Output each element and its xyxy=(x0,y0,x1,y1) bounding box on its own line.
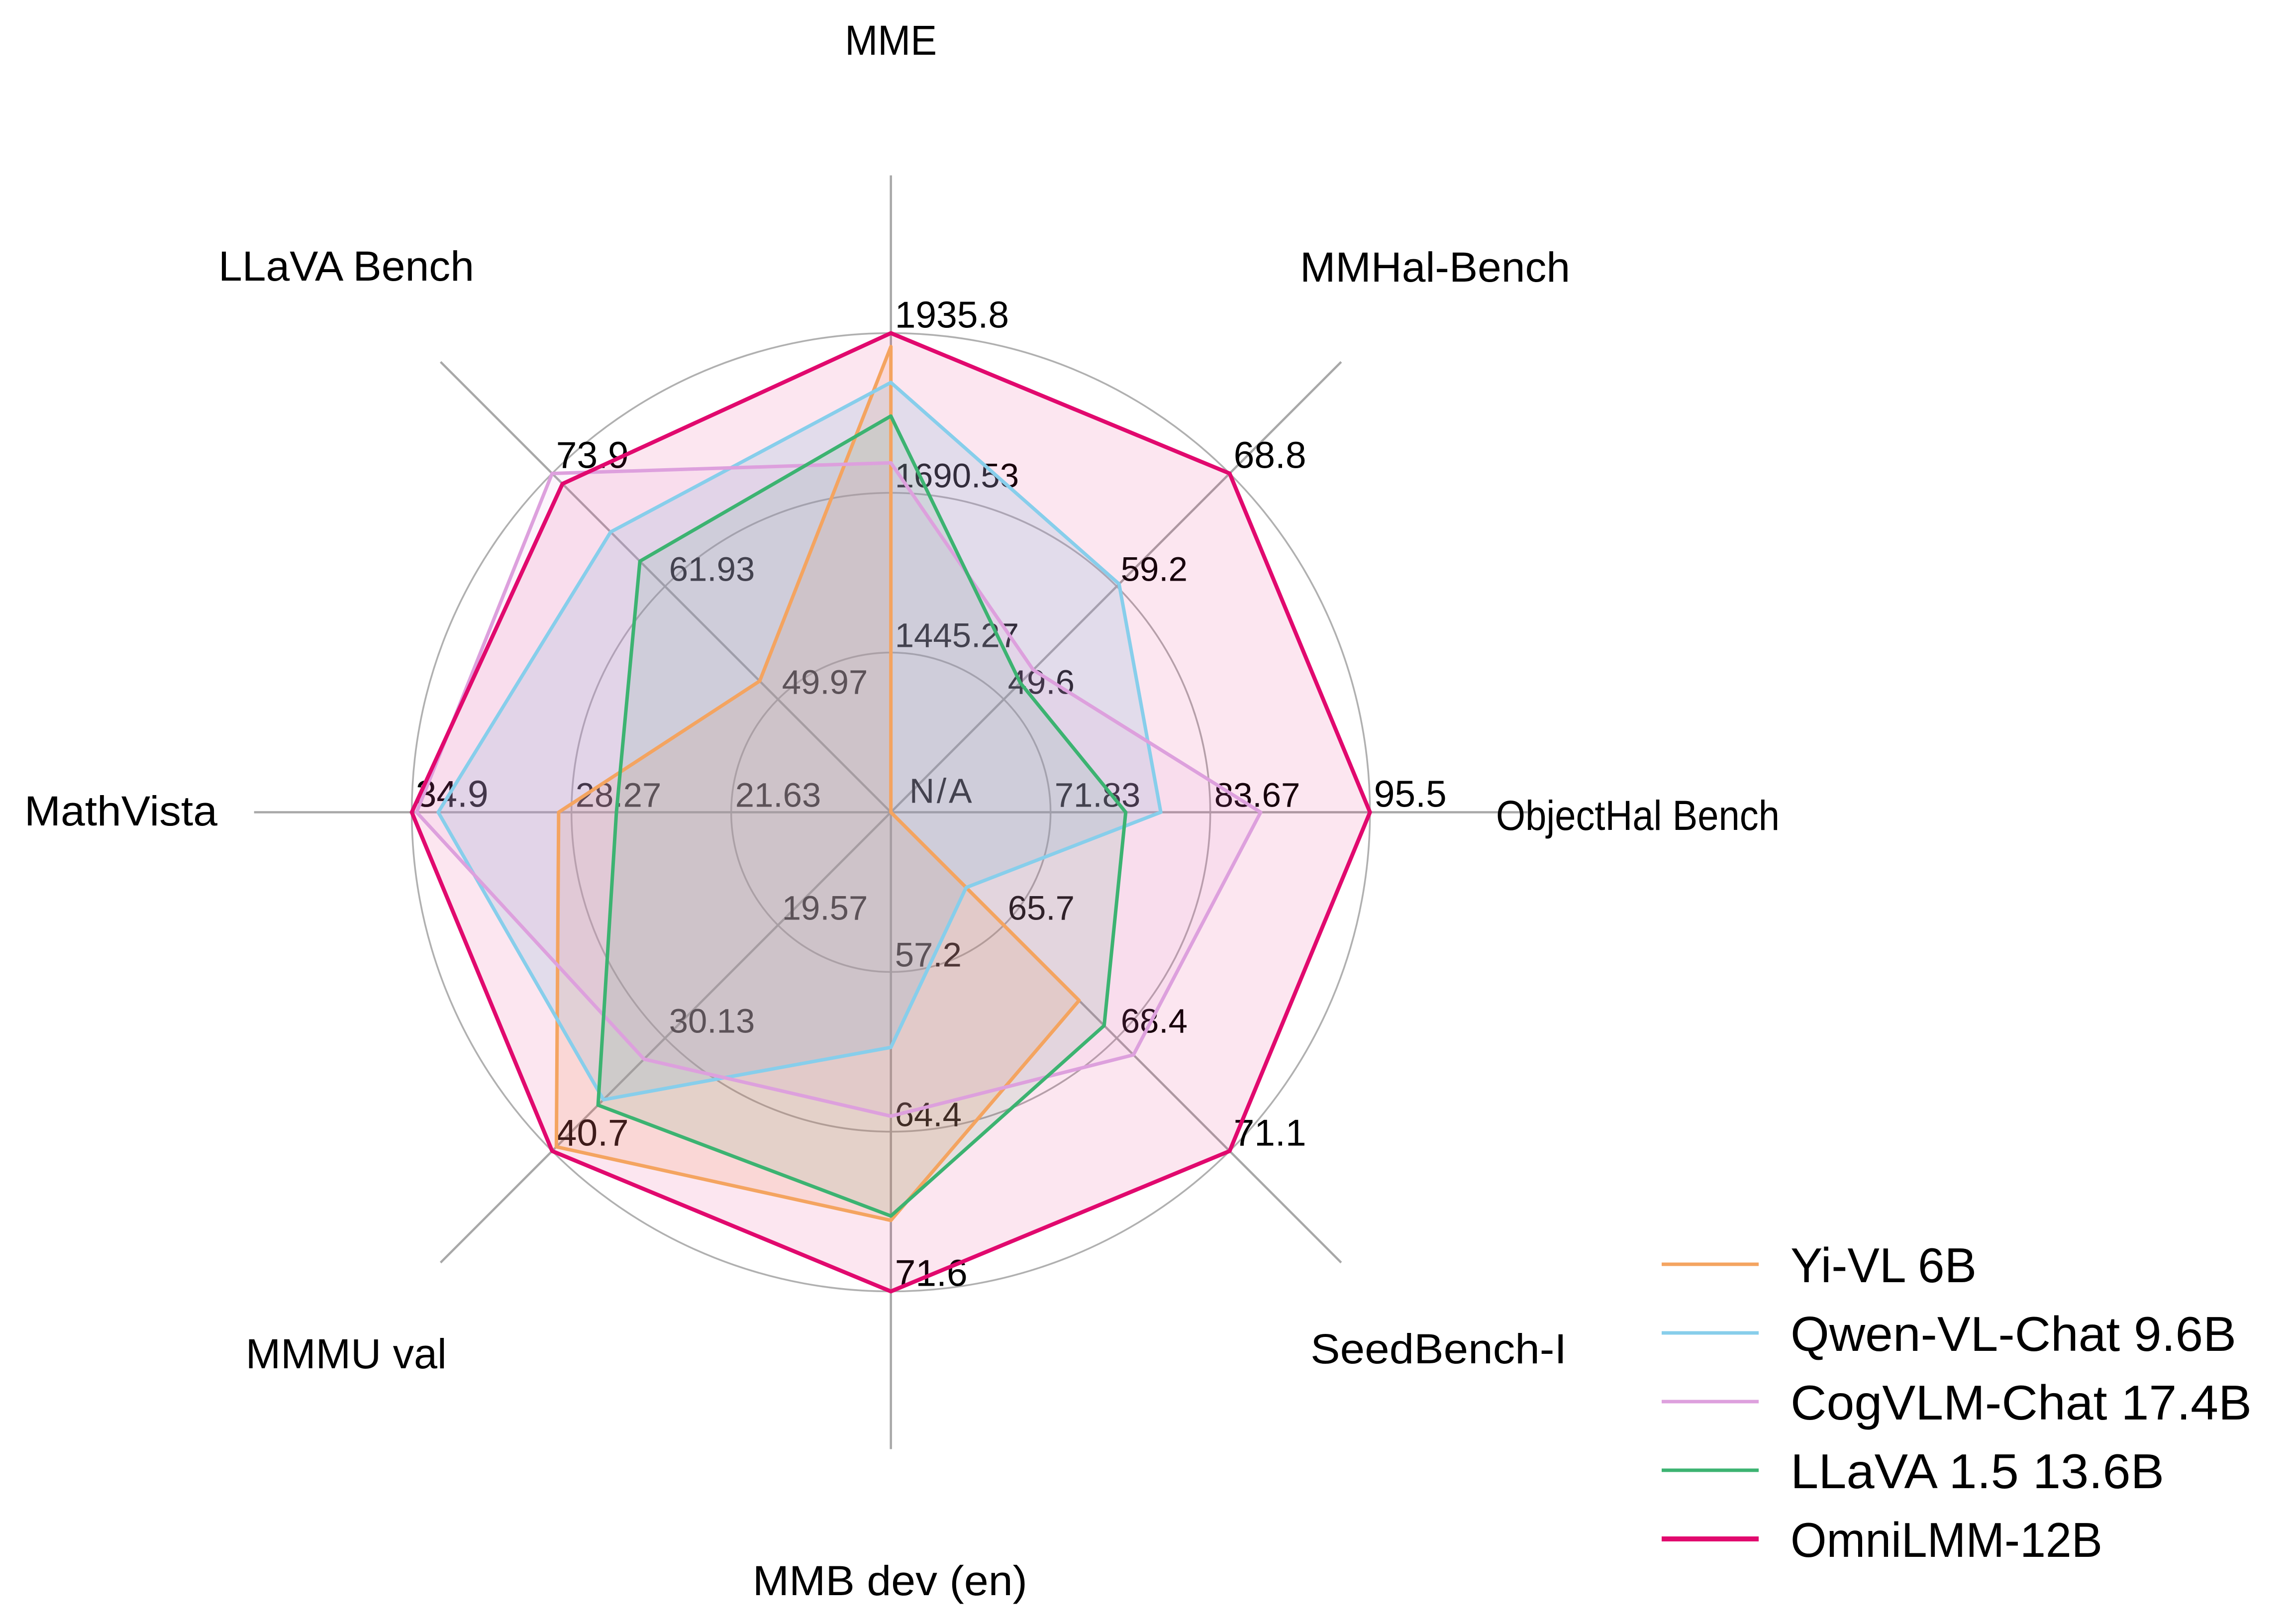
svg-text:CogVLM-Chat 17.4B: CogVLM-Chat 17.4B xyxy=(1791,1375,2252,1430)
svg-text:MMB dev (en): MMB dev (en) xyxy=(753,1557,1027,1604)
svg-text:Yi-VL 6B: Yi-VL 6B xyxy=(1791,1238,1977,1293)
svg-text:SeedBench-I: SeedBench-I xyxy=(1310,1325,1567,1372)
svg-text:61.93: 61.93 xyxy=(669,550,755,589)
svg-text:ObjectHal Bench: ObjectHal Bench xyxy=(1496,792,1780,839)
svg-text:LLaVA Bench: LLaVA Bench xyxy=(218,243,474,290)
svg-text:19.57: 19.57 xyxy=(782,889,868,927)
svg-text:21.63: 21.63 xyxy=(735,776,821,814)
svg-text:59.2: 59.2 xyxy=(1121,550,1188,589)
svg-text:MME: MME xyxy=(845,17,937,64)
svg-text:68.8: 68.8 xyxy=(1234,434,1306,476)
svg-text:Qwen-VL-Chat 9.6B: Qwen-VL-Chat 9.6B xyxy=(1791,1307,2236,1361)
svg-text:MathVista: MathVista xyxy=(24,788,217,834)
svg-text:65.7: 65.7 xyxy=(1008,889,1075,927)
svg-text:68.4: 68.4 xyxy=(1121,1002,1188,1040)
svg-text:71.83: 71.83 xyxy=(1055,776,1141,814)
svg-text:MMHal-Bench: MMHal-Bench xyxy=(1300,244,1570,291)
svg-text:1935.8: 1935.8 xyxy=(895,294,1009,336)
svg-text:95.5: 95.5 xyxy=(1374,773,1447,815)
svg-text:49.97: 49.97 xyxy=(782,663,868,702)
svg-text:71.1: 71.1 xyxy=(1234,1112,1306,1153)
svg-text:MMMU val: MMMU val xyxy=(246,1330,447,1377)
svg-text:83.67: 83.67 xyxy=(1214,776,1300,814)
svg-text:30.13: 30.13 xyxy=(669,1002,755,1040)
svg-text:LLaVA 1.5 13.6B: LLaVA 1.5 13.6B xyxy=(1791,1444,2164,1499)
svg-text:OmniLMM-12B: OmniLMM-12B xyxy=(1791,1513,2102,1567)
svg-text:40.7: 40.7 xyxy=(556,1112,629,1153)
svg-text:N/A: N/A xyxy=(909,772,972,811)
